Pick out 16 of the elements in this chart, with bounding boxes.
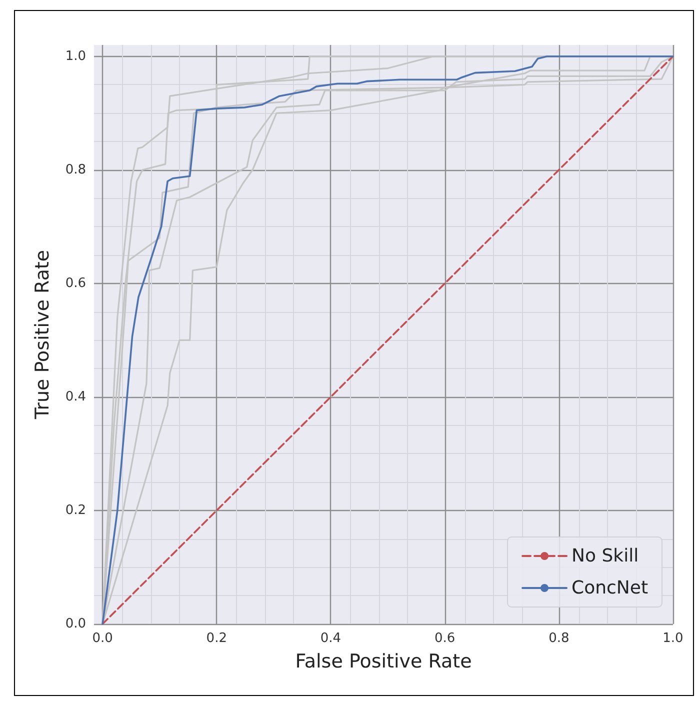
y-tick-label: 0.8 — [65, 162, 86, 178]
y-tick-label: 1.0 — [65, 48, 86, 64]
x-axis-title: False Positive Rate — [295, 650, 472, 672]
y-tick-label: 0.0 — [65, 616, 86, 632]
legend-label: ConcNet — [572, 578, 648, 598]
x-tick-label: 1.0 — [662, 631, 684, 646]
x-tick-label: 0.2 — [206, 631, 227, 646]
x-tick-label: 0.4 — [320, 631, 342, 646]
legend-label: No Skill — [572, 546, 639, 566]
y-tick-label: 0.6 — [65, 276, 86, 291]
x-tick-label: 0.8 — [548, 631, 570, 646]
x-tick-label: 0.0 — [92, 631, 113, 646]
y-tick-label: 0.2 — [65, 502, 86, 518]
y-axis-title: True Positive Rate — [32, 250, 54, 420]
y-tick-label: 0.4 — [65, 389, 86, 404]
x-tick-label: 0.6 — [434, 631, 456, 646]
